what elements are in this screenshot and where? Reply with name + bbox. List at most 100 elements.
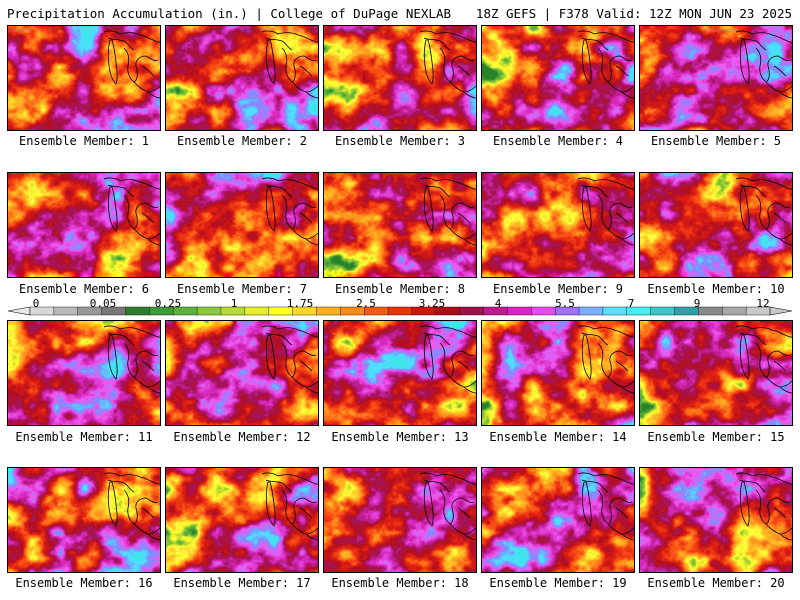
member-caption: Ensemble Member: 20 <box>647 576 785 590</box>
member-caption: Ensemble Member: 4 <box>492 134 624 148</box>
legend-tick-label: 0.05 <box>89 297 117 310</box>
precip-field <box>8 468 160 572</box>
legend-tick-label: 2.5 <box>356 297 376 310</box>
member-caption: Ensemble Member: 17 <box>173 576 311 590</box>
legend-swatch <box>507 306 532 316</box>
legend-swatch <box>722 306 747 316</box>
precip-field <box>640 321 792 425</box>
ensemble-member-map <box>323 320 477 426</box>
ensemble-member-map <box>639 467 793 573</box>
member-caption: Ensemble Member: 3 <box>334 134 466 148</box>
ensemble-member-map <box>639 320 793 426</box>
precip-field <box>8 173 160 277</box>
ensemble-member-map <box>481 467 635 573</box>
member-caption: Ensemble Member: 16 <box>15 576 153 590</box>
great-lakes-outline <box>103 30 160 99</box>
great-lakes-outline <box>261 325 318 394</box>
legend-swatch <box>602 306 628 316</box>
precip-field <box>640 468 792 572</box>
great-lakes-outline <box>103 325 160 394</box>
legend-tick-label: 1 <box>230 297 238 310</box>
precip-field <box>324 173 476 277</box>
legend-tick-label: 12 <box>756 297 770 310</box>
precip-field <box>166 26 318 130</box>
ensemble-member-map <box>481 25 635 131</box>
member-caption: Ensemble Member: 10 <box>647 282 785 296</box>
legend-swatch <box>316 306 341 316</box>
member-caption: Ensemble Member: 19 <box>489 576 627 590</box>
legend-tick-label: 0 <box>32 297 40 310</box>
member-caption: Ensemble Member: 14 <box>489 430 627 444</box>
ensemble-member-map <box>323 172 477 278</box>
legend-swatch <box>650 306 676 316</box>
great-lakes-outline <box>261 30 318 99</box>
great-lakes-outline <box>735 472 792 541</box>
precip-field <box>640 26 792 130</box>
great-lakes-outline <box>577 30 634 99</box>
member-caption: Ensemble Member: 6 <box>18 282 150 296</box>
precip-field <box>640 173 792 277</box>
great-lakes-outline <box>577 472 634 541</box>
great-lakes-outline <box>577 177 634 246</box>
legend-tick-label: 5.5 <box>555 297 575 310</box>
ensemble-member-map <box>323 25 477 131</box>
great-lakes-outline <box>103 177 160 246</box>
precip-field <box>324 468 476 572</box>
precip-field <box>8 321 160 425</box>
legend-tick-label: 7 <box>627 297 635 310</box>
color-legend <box>7 306 793 316</box>
great-lakes-outline <box>261 177 318 246</box>
legend-swatch <box>125 306 150 316</box>
chart-title: Precipitation Accumulation (in.) | Colle… <box>7 6 452 21</box>
ensemble-member-map <box>639 25 793 131</box>
ensemble-member-map <box>165 25 319 131</box>
great-lakes-outline <box>419 177 476 246</box>
legend-min-arrow <box>7 306 31 316</box>
legend-swatch <box>698 306 723 316</box>
ensemble-member-map <box>165 467 319 573</box>
ensemble-member-map <box>7 25 161 131</box>
legend-swatch <box>387 306 413 316</box>
legend-swatch <box>196 306 222 316</box>
precip-field <box>482 173 634 277</box>
great-lakes-outline <box>577 325 634 394</box>
legend-tick-label: 3.25 <box>418 297 446 310</box>
legend-swatch <box>459 306 485 316</box>
member-caption: Ensemble Member: 2 <box>176 134 308 148</box>
member-caption: Ensemble Member: 9 <box>492 282 624 296</box>
ensemble-member-map <box>7 320 161 426</box>
ensemble-member-map <box>481 172 635 278</box>
precip-field <box>8 26 160 130</box>
legend-tick-label: 9 <box>693 297 701 310</box>
member-caption: Ensemble Member: 15 <box>647 430 785 444</box>
ensemble-member-map <box>165 172 319 278</box>
legend-swatch <box>578 306 604 316</box>
member-caption: Ensemble Member: 7 <box>176 282 308 296</box>
ensemble-member-map <box>481 320 635 426</box>
member-caption: Ensemble Member: 11 <box>15 430 153 444</box>
precip-field <box>482 321 634 425</box>
member-caption: Ensemble Member: 13 <box>331 430 469 444</box>
precip-field <box>166 321 318 425</box>
ensemble-member-map <box>7 467 161 573</box>
precip-field <box>324 26 476 130</box>
ensemble-member-map <box>323 467 477 573</box>
great-lakes-outline <box>735 177 792 246</box>
great-lakes-outline <box>103 472 160 541</box>
great-lakes-outline <box>261 472 318 541</box>
great-lakes-outline <box>419 472 476 541</box>
member-caption: Ensemble Member: 8 <box>334 282 466 296</box>
legend-swatch <box>531 306 556 316</box>
legend-tick-label: 4 <box>494 297 502 310</box>
precip-field <box>324 321 476 425</box>
legend-swatch <box>53 306 79 316</box>
legend-swatch <box>244 306 270 316</box>
legend-tick-label: 1.75 <box>286 297 314 310</box>
legend-max-arrow <box>769 306 793 316</box>
precip-field <box>482 468 634 572</box>
member-caption: Ensemble Member: 1 <box>18 134 150 148</box>
legend-tick-label: 0.25 <box>154 297 182 310</box>
ensemble-member-map <box>7 172 161 278</box>
precip-field <box>166 173 318 277</box>
great-lakes-outline <box>735 325 792 394</box>
